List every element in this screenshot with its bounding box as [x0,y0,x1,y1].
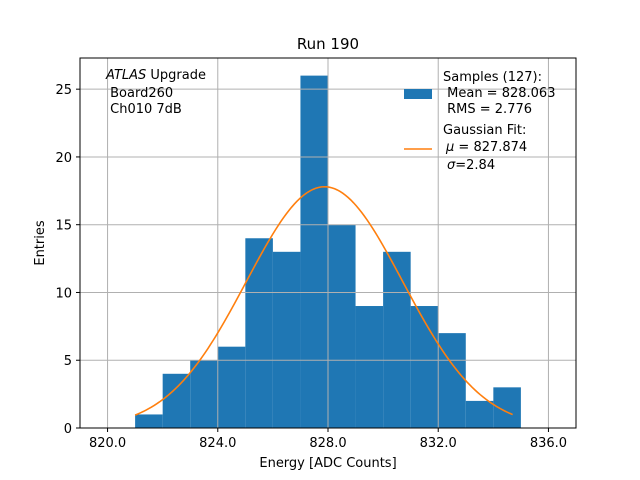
x-tick-label: 828.0 [309,436,346,451]
annotation-experiment-suffix: Upgrade [146,68,206,83]
gaussian-fit-curve [134,185,513,416]
histogram-bars [135,75,521,428]
histogram-bar [190,360,218,428]
annotation-channel: Ch010 7dB [106,102,182,117]
histogram-bar [272,251,301,428]
x-axis-label: Energy [ADC Counts] [259,456,396,471]
histogram-bar [135,414,163,428]
histogram-bar [410,306,439,428]
histogram-bar [465,400,494,428]
axis-ticks: 820.0 824.0 828.0 832.0 836.0 0 5 10 15 20 25 [55,83,567,451]
chart-title: Run 190 [297,35,359,53]
legend-samples-mean: Mean = 828.063 [443,86,555,101]
legend-sigma-symbol: σ [447,158,456,173]
legend-sigma-value: =2.84 [455,158,495,173]
y-tick-label: 0 [64,422,72,437]
histogram-bar [217,346,246,428]
legend-samples-rms: RMS = 2.776 [443,102,532,117]
legend-mu-symbol: μ [445,140,454,155]
x-tick-label: 836.0 [530,436,567,451]
histogram-bar [328,224,356,428]
gaussian-fit-line [134,185,513,416]
y-tick-label: 5 [64,354,72,369]
legend-fit-mu: μ = 827.874 [445,140,527,155]
legend-fit-sigma: σ=2.84 [447,158,495,173]
y-tick-label: 15 [55,219,72,234]
x-tick-label: 820.0 [89,436,126,451]
x-tick-label: 832.0 [420,436,457,451]
y-tick-label: 25 [55,83,72,98]
histogram-bar [383,251,411,428]
annotation-line-1: ATLAS Upgrade [105,68,206,83]
annotation-experiment: ATLAS [105,68,146,83]
legend-samples-swatch [404,89,432,99]
x-tick-label: 824.0 [199,436,236,451]
histogram-bar [245,238,273,428]
histogram-bar [355,306,384,428]
legend-samples-title: Samples (127): [443,70,542,85]
histogram-bar [300,75,328,428]
legend: Samples (127): Mean = 828.063 RMS = 2.77… [404,70,555,173]
histogram-bar [162,373,191,428]
legend-fit-title: Gaussian Fit: [443,123,526,138]
legend-mu-value: = 827.874 [454,140,527,155]
annotation-board: Board260 [106,86,173,101]
y-tick-label: 20 [55,151,72,166]
histogram-bar [438,333,466,428]
y-tick-label: 10 [55,286,72,301]
y-axis-label: Entries [33,220,48,266]
annotation-block: ATLAS Upgrade Board260 Ch010 7dB [105,68,206,117]
